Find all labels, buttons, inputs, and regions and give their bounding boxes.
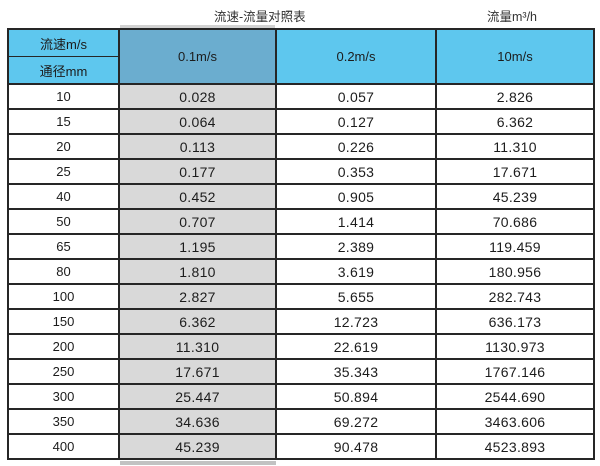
flow-value-cell: 34.636 [118, 408, 277, 435]
diameter-cell: 20 [7, 133, 120, 160]
flow-value-cell: 2544.690 [435, 383, 595, 410]
table-row: 50 0.707 1.414 70.686 [7, 208, 595, 235]
flow-value-cell: 6.362 [435, 108, 595, 135]
table-row: 15 0.064 0.127 6.362 [7, 108, 595, 135]
flow-value-cell: 0.127 [275, 108, 437, 135]
flow-value-cell: 1.195 [118, 233, 277, 260]
flow-value-cell: 0.177 [118, 158, 277, 185]
table-row: 25 0.177 0.353 17.671 [7, 158, 595, 185]
flow-conversion-table: 流速m/s 0.1m/s 0.2m/s 10m/s 通径mm 10 0.028 0.… [7, 28, 595, 460]
diameter-cell: 25 [7, 158, 120, 185]
flow-value-cell: 2.827 [118, 283, 277, 310]
flow-value-cell: 1.810 [118, 258, 277, 285]
diameter-cell: 350 [7, 408, 120, 435]
flow-value-cell: 2.826 [435, 83, 595, 110]
flow-value-cell: 0.064 [118, 108, 277, 135]
flow-value-cell: 3.619 [275, 258, 437, 285]
flow-value-cell: 0.353 [275, 158, 437, 185]
flow-value-cell: 17.671 [435, 158, 595, 185]
flow-value-cell: 0.905 [275, 183, 437, 210]
flow-unit-label: 流量m³/h [487, 10, 538, 24]
highlight-column-shadow-bottom [120, 461, 276, 465]
flow-value-cell: 4523.893 [435, 433, 595, 460]
table-row: 400 45.239 90.478 4523.893 [7, 433, 595, 460]
flow-value-cell: 90.478 [275, 433, 437, 460]
table-row: 200 11.310 22.619 1130.973 [7, 333, 595, 360]
table-row: 100 2.827 5.655 282.743 [7, 283, 595, 310]
flow-value-cell: 2.389 [275, 233, 437, 260]
flow-value-cell: 11.310 [118, 333, 277, 360]
flow-value-cell: 0.057 [275, 83, 437, 110]
table-row: 300 25.447 50.894 2544.690 [7, 383, 595, 410]
flow-value-cell: 119.459 [435, 233, 595, 260]
corner-diameter-label: 通径mm [7, 56, 120, 85]
flow-value-cell: 0.707 [118, 208, 277, 235]
flow-value-cell: 180.956 [435, 258, 595, 285]
flow-value-cell: 5.655 [275, 283, 437, 310]
flow-value-cell: 636.173 [435, 308, 595, 335]
diameter-cell: 10 [7, 83, 120, 110]
table-row: 65 1.195 2.389 119.459 [7, 233, 595, 260]
table-row: 10 0.028 0.057 2.826 [7, 83, 595, 110]
diameter-cell: 80 [7, 258, 120, 285]
diameter-cell: 300 [7, 383, 120, 410]
table-row: 150 6.362 12.723 636.173 [7, 308, 595, 335]
flow-value-cell: 70.686 [435, 208, 595, 235]
flow-value-cell: 45.239 [118, 433, 277, 460]
flow-value-cell: 1130.973 [435, 333, 595, 360]
diameter-cell: 100 [7, 283, 120, 310]
table-title: 流速-流量对照表 [214, 10, 306, 24]
diameter-cell: 400 [7, 433, 120, 460]
flow-value-cell: 0.028 [118, 83, 277, 110]
table-row: 20 0.113 0.226 11.310 [7, 133, 595, 160]
flow-value-cell: 17.671 [118, 358, 277, 385]
flow-value-cell: 0.226 [275, 133, 437, 160]
table-row: 80 1.810 3.619 180.956 [7, 258, 595, 285]
flow-value-cell: 0.113 [118, 133, 277, 160]
flow-value-cell: 1767.146 [435, 358, 595, 385]
flow-value-cell: 0.452 [118, 183, 277, 210]
diameter-cell: 150 [7, 308, 120, 335]
flow-value-cell: 11.310 [435, 133, 595, 160]
diameter-cell: 40 [7, 183, 120, 210]
flow-value-cell: 45.239 [435, 183, 595, 210]
diameter-cell: 250 [7, 358, 120, 385]
highlight-column-shadow-top [120, 25, 275, 28]
diameter-cell: 50 [7, 208, 120, 235]
corner-velocity-label: 流速m/s [7, 28, 120, 57]
table-header: 流速m/s 0.1m/s 0.2m/s 10m/s 通径mm [7, 28, 595, 85]
col-header-10ms: 10m/s [435, 28, 595, 85]
table-row: 350 34.636 69.272 3463.606 [7, 408, 595, 435]
flow-value-cell: 35.343 [275, 358, 437, 385]
flow-value-cell: 69.272 [275, 408, 437, 435]
table-body: 10 0.028 0.057 2.826 15 0.064 0.127 6.362 20 0.11… [7, 83, 595, 460]
flow-value-cell: 50.894 [275, 383, 437, 410]
flow-value-cell: 22.619 [275, 333, 437, 360]
flow-value-cell: 6.362 [118, 308, 277, 335]
diameter-cell: 65 [7, 233, 120, 260]
header-row-top: 流速m/s 0.1m/s 0.2m/s 10m/s [7, 28, 595, 85]
diameter-cell: 200 [7, 333, 120, 360]
table-row: 250 17.671 35.343 1767.146 [7, 358, 595, 385]
flow-value-cell: 25.447 [118, 383, 277, 410]
table-row: 40 0.452 0.905 45.239 [7, 183, 595, 210]
col-header-0-1ms: 0.1m/s [118, 28, 277, 85]
diameter-cell: 15 [7, 108, 120, 135]
header-row-bottom: 通径mm [7, 56, 594, 85]
flow-value-cell: 3463.606 [435, 408, 595, 435]
flow-value-cell: 12.723 [275, 308, 437, 335]
flow-value-cell: 282.743 [435, 283, 595, 310]
col-header-0-2ms: 0.2m/s [275, 28, 437, 85]
flow-value-cell: 1.414 [275, 208, 437, 235]
